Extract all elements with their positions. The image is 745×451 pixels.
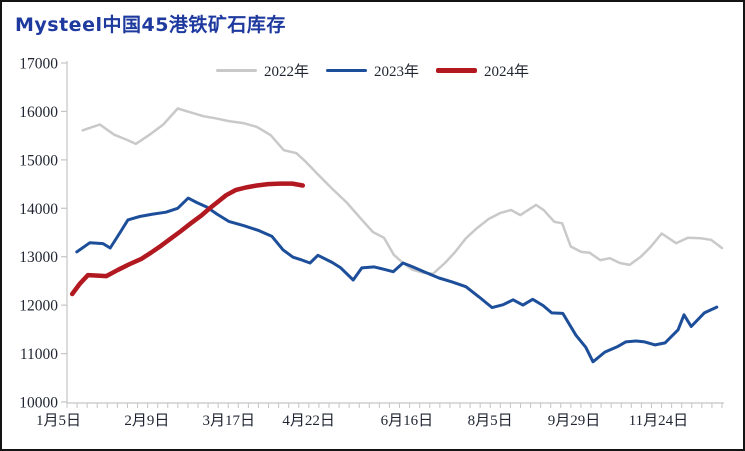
- legend-label-2023: 2023年: [373, 64, 419, 80]
- legend-swatch-2023-line: [325, 69, 367, 72]
- y-axis-label: 10000: [19, 395, 58, 412]
- legend: 2022年 2023年 2024年: [2, 60, 743, 81]
- y-axis-label: 17000: [19, 56, 58, 73]
- legend-item-2022: 2022年: [215, 60, 309, 81]
- x-axis-label: 8月5日: [468, 413, 513, 429]
- legend-label-2024: 2024年: [484, 64, 530, 80]
- y-axis-label: 14000: [19, 201, 58, 218]
- y-axis-label: 11000: [20, 346, 58, 363]
- series-line-2024: [69, 181, 306, 297]
- y-axis-label: 12000: [19, 298, 58, 315]
- y-axis-label: 16000: [19, 104, 58, 121]
- x-axis-label: 9月29日: [548, 413, 601, 429]
- x-axis-label: 6月16日: [381, 413, 434, 429]
- y-axis-label: 15000: [19, 152, 58, 169]
- legend-swatch-2024-line: [436, 68, 477, 73]
- x-axis-label: 3月17日: [203, 413, 256, 429]
- chart-title: Mysteel中国45港铁矿石库存: [15, 14, 286, 36]
- x-axis-label: 2月9日: [124, 413, 169, 429]
- legend-item-2023: 2023年: [325, 60, 419, 81]
- x-axis-label: 4月22日: [282, 413, 335, 429]
- x-axis-label: 1月5日: [36, 413, 81, 429]
- x-axis-label: 11月24日: [629, 413, 688, 429]
- series-line-2022: [81, 107, 724, 275]
- legend-item-2024: 2024年: [436, 60, 529, 81]
- legend-label-2022: 2022年: [263, 64, 309, 80]
- series-line-2023: [75, 196, 719, 364]
- y-axis-label: 13000: [19, 249, 58, 266]
- legend-swatch-2022-line: [215, 69, 257, 72]
